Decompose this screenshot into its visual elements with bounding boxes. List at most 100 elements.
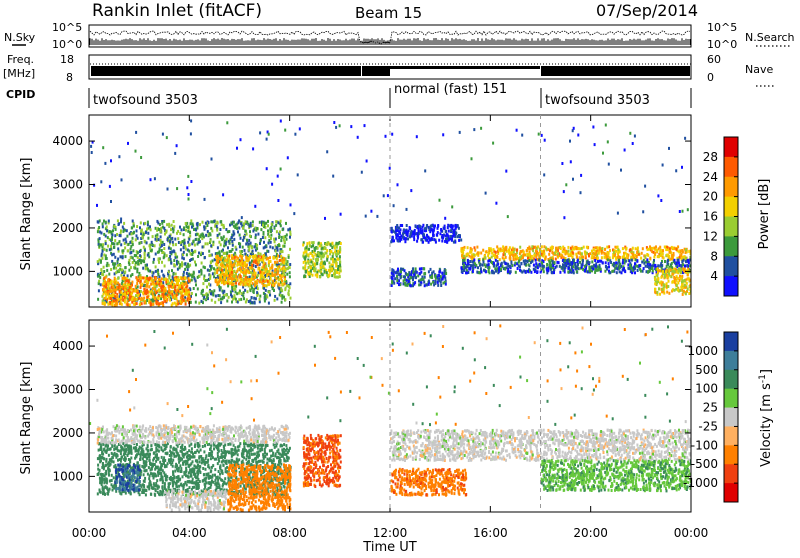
power-echo-cell: [250, 289, 252, 292]
power-echo-cell: [220, 274, 222, 277]
power-echo-cell: [385, 135, 387, 138]
power-echo-cell: [471, 256, 473, 259]
power-echo-cell: [267, 229, 269, 232]
power-echo-cell: [535, 250, 537, 253]
power-echo-cell: [121, 178, 123, 181]
power-echo-cell: [287, 292, 289, 295]
power-echo-cell: [681, 166, 683, 169]
power-echo-cell: [179, 226, 181, 229]
power-echo-cell: [193, 271, 195, 274]
power-echo-cell: [109, 230, 111, 233]
power-echo-cell: [98, 226, 100, 229]
power-echo-cell: [400, 224, 402, 227]
power-echo-cell: [622, 247, 624, 250]
power-echo-cell: [502, 256, 504, 259]
power-echo-cell: [127, 249, 129, 252]
power-echo-cell: [249, 284, 251, 287]
power-echo-cell: [509, 246, 511, 249]
power-echo-cell: [332, 175, 334, 178]
power-echo-cell: [128, 289, 130, 292]
power-echo-cell: [156, 229, 158, 232]
nsearch-label: N.Search: [745, 31, 795, 44]
power-echo-cell: [233, 263, 235, 266]
power-echo-cell: [321, 251, 323, 254]
power-echo-cell: [181, 228, 183, 231]
power-echo-cell: [234, 256, 236, 259]
power-echo-cell: [124, 246, 126, 249]
power-echo-cell: [169, 251, 171, 254]
power-echo-cell: [612, 256, 614, 259]
power-echo-cell: [318, 242, 320, 245]
power-echo-cell: [122, 249, 124, 252]
power-echo-cell: [526, 253, 528, 256]
power-echo-cell: [258, 255, 260, 258]
power-echo-cell: [174, 238, 176, 241]
power-echo-cell: [326, 150, 328, 153]
power-echo-cell: [131, 288, 133, 291]
power-echo-cell: [437, 284, 439, 287]
power-heatmap: [90, 119, 693, 306]
power-echo-cell: [615, 256, 617, 259]
power-echo-cell: [272, 283, 274, 286]
power-echo-cell: [584, 265, 586, 268]
power-echo-cell: [310, 266, 312, 269]
power-echo-cell: [257, 287, 259, 290]
power-echo-cell: [400, 270, 402, 273]
power-echo-cell: [617, 256, 619, 259]
power-echo-cell: [186, 186, 188, 189]
power-echo-cell: [103, 270, 105, 273]
power-echo-cell: [208, 283, 210, 286]
power-echo-cell: [588, 269, 590, 272]
power-echo-cell: [207, 269, 209, 272]
power-echo-cell: [222, 193, 224, 196]
power-echo-cell: [463, 248, 465, 251]
power-echo-cell: [681, 283, 683, 286]
power-echo-cell: [250, 278, 252, 281]
power-echo-cell: [199, 223, 201, 226]
power-echo-cell: [652, 269, 654, 272]
power-echo-cell: [168, 258, 170, 261]
power-echo-cell: [510, 260, 512, 263]
power-echo-cell: [272, 280, 274, 283]
power-echo-cell: [406, 224, 408, 227]
power-echo-cell: [240, 283, 242, 286]
power-echo-cell: [634, 262, 636, 265]
power-echo-cell: [209, 265, 211, 268]
power-echo-cell: [197, 276, 199, 279]
power-echo-cell: [283, 261, 285, 264]
power-echo-cell: [572, 178, 574, 181]
power-echo-cell: [116, 233, 118, 236]
power-echo-cell: [446, 237, 448, 240]
power-echo-cell: [222, 264, 224, 267]
power-echo-cell: [138, 297, 140, 300]
power-echo-cell: [441, 272, 443, 275]
power-echo-cell: [543, 173, 545, 176]
power-echo-cell: [155, 265, 157, 268]
power-echo-cell: [171, 224, 173, 227]
power-echo-cell: [238, 227, 240, 230]
power-echo-cell: [110, 245, 112, 248]
power-echo-cell: [279, 231, 281, 234]
power-echo-cell: [289, 236, 291, 239]
power-echo-cell: [541, 261, 543, 264]
power-echo-cell: [161, 222, 163, 225]
power-echo-cell: [668, 147, 670, 150]
power-echo-cell: [312, 274, 314, 277]
power-echo-cell: [383, 194, 385, 197]
power-echo-cell: [262, 259, 264, 262]
power-echo-cell: [129, 286, 131, 289]
power-echo-cell: [495, 259, 497, 262]
power-echo-cell: [257, 233, 259, 236]
power-echo-cell: [114, 256, 116, 259]
velocity-echo-cell: [131, 452, 133, 455]
power-echo-cell: [613, 251, 615, 254]
power-echo-cell: [121, 303, 123, 306]
power-echo-cell: [97, 260, 99, 263]
power-echo-cell: [133, 225, 135, 228]
power-echo-cell: [667, 262, 669, 265]
power-echo-cell: [113, 299, 115, 302]
power-echo-cell: [245, 272, 247, 275]
power-echo-cell: [162, 251, 164, 254]
power-echo-cell: [282, 228, 284, 231]
power-echo-cell: [326, 243, 328, 246]
